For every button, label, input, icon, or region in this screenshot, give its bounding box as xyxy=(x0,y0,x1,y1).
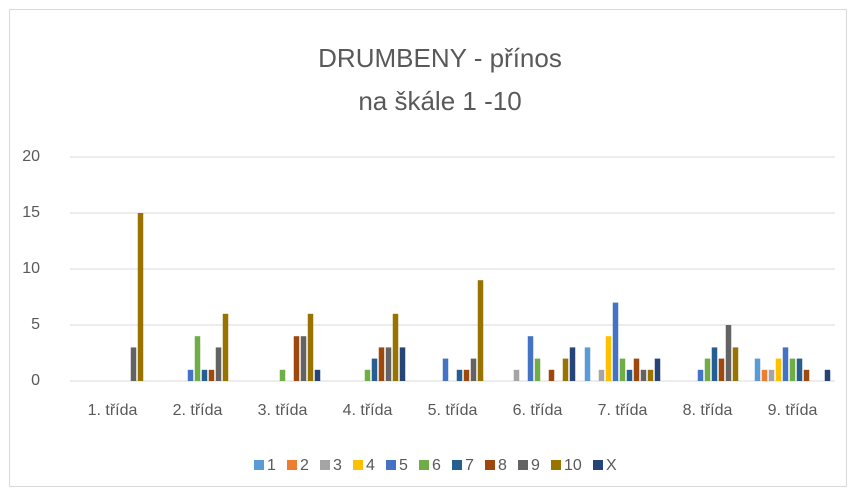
legend-label: 6 xyxy=(432,457,441,474)
bar xyxy=(364,369,371,381)
bar xyxy=(640,369,647,381)
bar xyxy=(732,347,739,381)
bar xyxy=(612,302,619,381)
bar xyxy=(187,369,194,381)
x-tick-label: 8. třída xyxy=(683,402,733,419)
x-tick-label: 2. třída xyxy=(173,402,223,419)
bar xyxy=(137,213,144,381)
bar xyxy=(385,347,392,381)
legend-swatch xyxy=(551,460,561,470)
bar xyxy=(761,369,768,381)
bar xyxy=(789,358,796,381)
bar xyxy=(711,347,718,381)
bar xyxy=(130,347,137,381)
bar xyxy=(470,358,477,381)
legend-swatch xyxy=(452,460,462,470)
legend-label: 9 xyxy=(531,457,540,474)
bar xyxy=(633,358,640,381)
legend-label: X xyxy=(606,457,617,474)
bar xyxy=(293,336,300,381)
bar xyxy=(562,358,569,381)
bar xyxy=(598,369,605,381)
bar xyxy=(456,369,463,381)
bar xyxy=(704,358,711,381)
bar xyxy=(392,313,399,381)
x-tick-label: 1. třída xyxy=(88,402,138,419)
bar xyxy=(208,369,215,381)
bar xyxy=(442,358,449,381)
legend-swatch xyxy=(254,460,264,470)
bar xyxy=(619,358,626,381)
bar xyxy=(201,369,208,381)
x-tick-label: 9. třída xyxy=(768,402,818,419)
y-tick-label: 5 xyxy=(31,316,40,333)
bar xyxy=(754,358,761,381)
bar xyxy=(463,369,470,381)
bar xyxy=(626,369,633,381)
bar xyxy=(194,336,201,381)
bar xyxy=(725,325,732,381)
bar xyxy=(796,358,803,381)
legend-label: 5 xyxy=(399,457,408,474)
y-tick-label: 0 xyxy=(31,372,40,389)
bar xyxy=(548,369,555,381)
legend-swatch xyxy=(353,460,363,470)
bar xyxy=(654,358,661,381)
legend-swatch xyxy=(287,460,297,470)
x-tick-label: 6. třída xyxy=(513,402,563,419)
legend-swatch xyxy=(593,460,603,470)
bar xyxy=(300,336,307,381)
bar xyxy=(782,347,789,381)
legend-label: 1 xyxy=(267,457,276,474)
legend-label: 3 xyxy=(333,457,342,474)
bar xyxy=(584,347,591,381)
legend-label: 4 xyxy=(366,457,375,474)
bar xyxy=(222,313,229,381)
x-tick-label: 5. třída xyxy=(428,402,478,419)
bar xyxy=(279,369,286,381)
legend-swatch xyxy=(386,460,396,470)
bar xyxy=(569,347,576,381)
legend-swatch xyxy=(518,460,528,470)
bar xyxy=(647,369,654,381)
x-tick-label: 3. třída xyxy=(258,402,308,419)
y-tick-label: 10 xyxy=(22,260,40,277)
chart-subtitle: na škále 1 -10 xyxy=(358,86,521,116)
bar xyxy=(513,369,520,381)
bar xyxy=(527,336,534,381)
bar xyxy=(307,313,314,381)
legend-swatch xyxy=(485,460,495,470)
bar xyxy=(775,358,782,381)
bar xyxy=(477,280,484,381)
legend-label: 2 xyxy=(300,457,309,474)
x-tick-label: 7. třída xyxy=(598,402,648,419)
bar xyxy=(718,358,725,381)
legend-swatch xyxy=(320,460,330,470)
bar xyxy=(803,369,810,381)
bar xyxy=(824,369,831,381)
bar xyxy=(399,347,406,381)
bar xyxy=(371,358,378,381)
bar xyxy=(378,347,385,381)
y-tick-label: 20 xyxy=(22,148,40,165)
legend-label: 7 xyxy=(465,457,474,474)
y-tick-label: 15 xyxy=(22,204,40,221)
bar xyxy=(768,369,775,381)
bar xyxy=(215,347,222,381)
chart-title: DRUMBENY - přínos xyxy=(318,43,562,73)
legend-label: 8 xyxy=(498,457,507,474)
x-tick-label: 4. třída xyxy=(343,402,393,419)
chart-border xyxy=(9,9,847,487)
bar xyxy=(697,369,704,381)
legend-swatch xyxy=(419,460,429,470)
bar xyxy=(534,358,541,381)
bar xyxy=(605,336,612,381)
legend-label: 10 xyxy=(564,457,582,474)
bar xyxy=(314,369,321,381)
